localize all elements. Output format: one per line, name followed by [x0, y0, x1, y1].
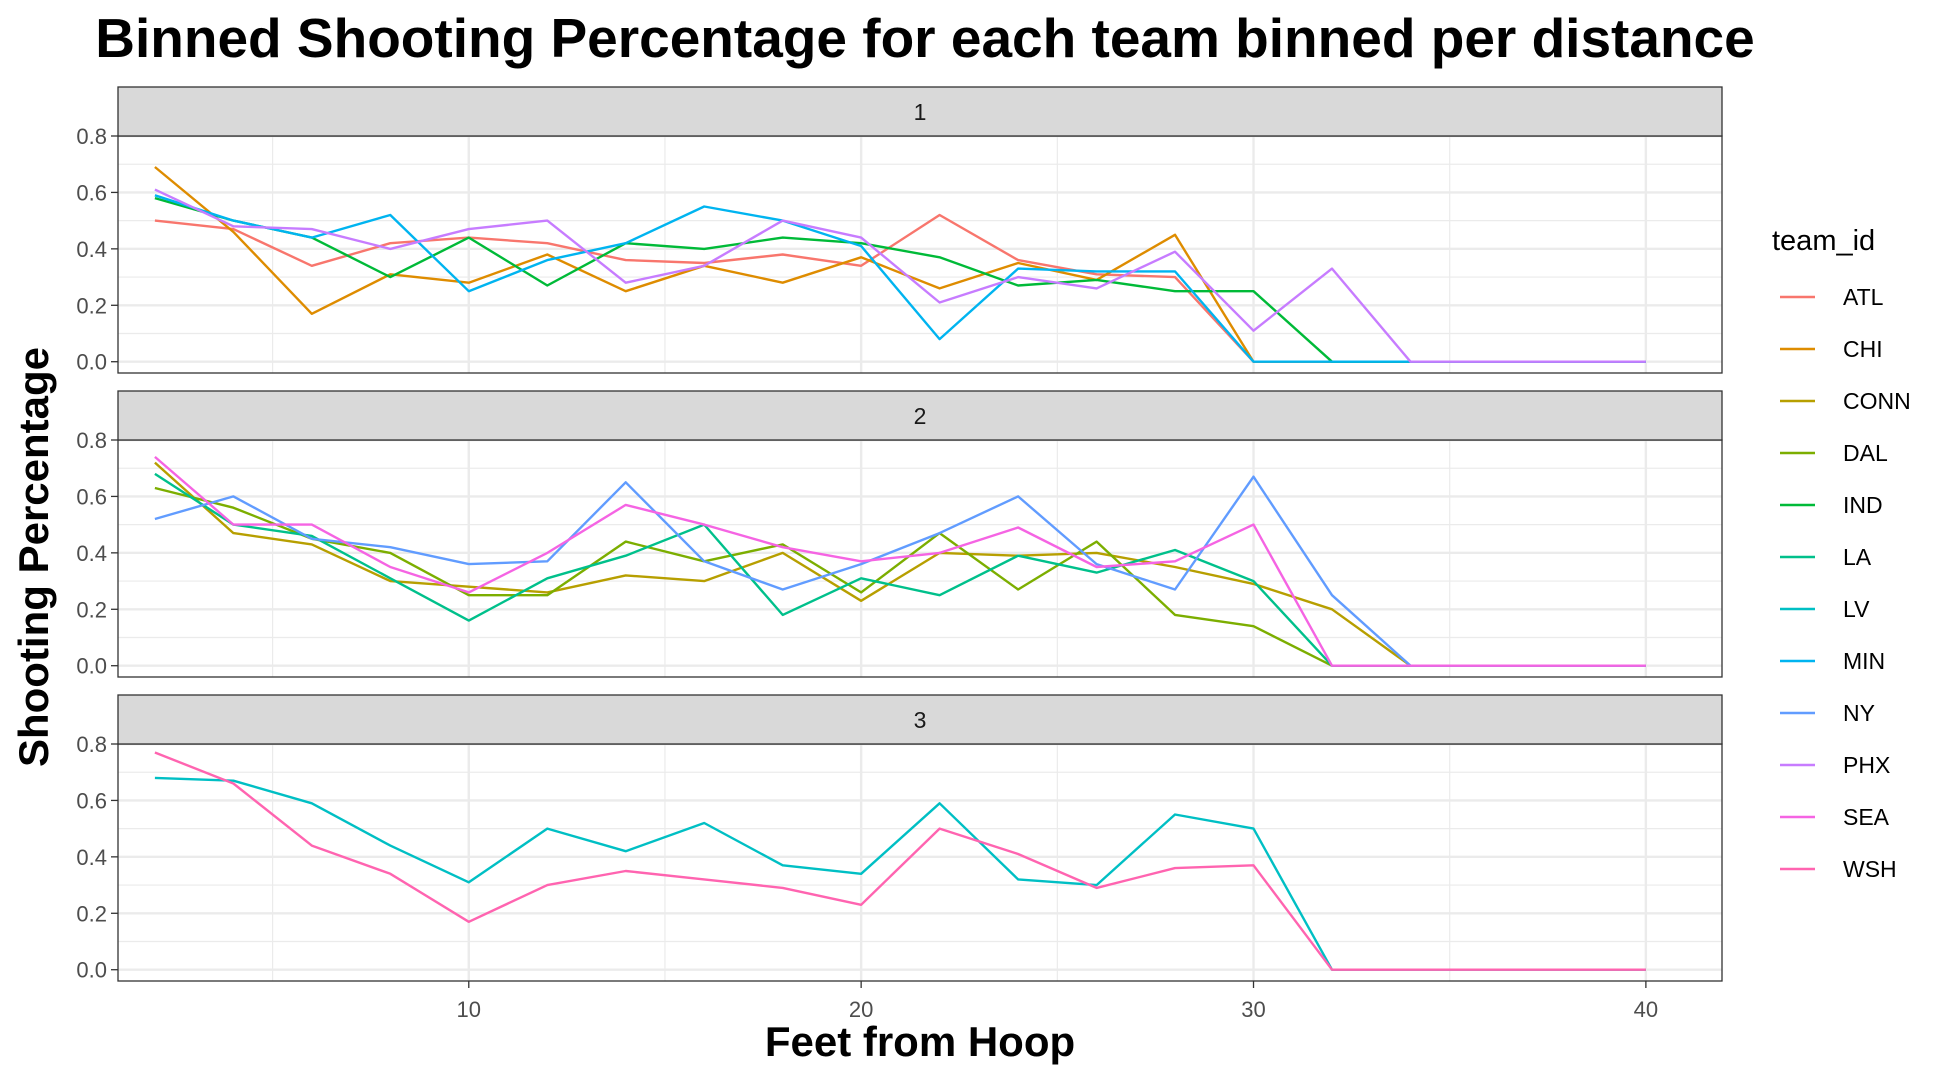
legend-label-ny: NY — [1843, 700, 1875, 726]
legend-label-conn: CONN — [1843, 388, 1911, 414]
facet-strip-label: 2 — [914, 403, 927, 429]
facet-strip-label: 1 — [914, 99, 927, 125]
y-tick-label: 0.0 — [76, 654, 107, 679]
legend-item-atl: ATL — [1780, 284, 1884, 310]
legend-label-ind: IND — [1843, 492, 1883, 518]
facet-panels: 1 0.0 0.2 0.4 0.6 0.8 2 0.0 0.2 0.4 0.6 0.8 3 0.0 0.2 0… — [76, 86, 1723, 1022]
series-line-min — [154, 194, 1646, 363]
facet-panel-3: 3 0.0 0.2 0.4 0.6 0.8 10 20 30 40 — [76, 694, 1723, 1022]
legend-label-sea: SEA — [1843, 804, 1890, 830]
series-line-conn — [154, 461, 1646, 667]
y-tick-label: 0.0 — [76, 958, 107, 983]
facet-strip-label: 3 — [914, 707, 927, 733]
legend-label-chi: CHI — [1843, 336, 1883, 362]
y-tick-label: 0.6 — [76, 180, 107, 205]
legend-item-chi: CHI — [1780, 336, 1883, 362]
legend-label-atl: ATL — [1843, 284, 1884, 310]
y-tick-label: 0.4 — [76, 541, 107, 566]
legend-item-min: MIN — [1780, 648, 1885, 674]
y-tick-label: 0.2 — [76, 597, 107, 622]
facet-panel-1: 1 0.0 0.2 0.4 0.6 0.8 — [76, 86, 1723, 375]
legend: ATL CHI CONN DAL IND LA LV MIN NY PHX SEA WSH — [1780, 284, 1911, 882]
legend-item-dal: DAL — [1780, 440, 1888, 466]
y-tick-label: 0.2 — [76, 901, 107, 926]
y-tick-label: 0.4 — [76, 845, 107, 870]
series-line-phx — [154, 188, 1646, 363]
y-tick-label: 0.4 — [76, 237, 107, 262]
x-axis-title: Feet from Hoop — [765, 1018, 1075, 1065]
legend-item-sea: SEA — [1780, 804, 1890, 830]
y-tick-label: 0.8 — [76, 732, 107, 757]
legend-item-phx: PHX — [1780, 752, 1890, 778]
legend-label-wsh: WSH — [1843, 856, 1897, 882]
y-tick-label: 0.2 — [76, 293, 107, 318]
legend-item-la: LA — [1780, 544, 1872, 570]
x-tick-label: 10 — [457, 997, 481, 1022]
y-tick-label: 0.8 — [76, 428, 107, 453]
panel-background — [118, 440, 1722, 677]
legend-label-la: LA — [1843, 544, 1872, 570]
facet-panel-2: 2 0.0 0.2 0.4 0.6 0.8 — [76, 390, 1723, 679]
facet-strip — [117, 390, 1723, 441]
x-tick-label: 20 — [849, 997, 873, 1022]
legend-item-lv: LV — [1780, 596, 1870, 622]
legend-item-conn: CONN — [1780, 388, 1911, 414]
legend-label-dal: DAL — [1843, 440, 1888, 466]
x-tick-label: 30 — [1241, 997, 1265, 1022]
legend-item-ny: NY — [1780, 700, 1875, 726]
series-line-ny — [154, 475, 1646, 667]
legend-label-lv: LV — [1843, 596, 1870, 622]
x-tick-label: 40 — [1634, 997, 1658, 1022]
chart-title: Binned Shooting Percentage for each team… — [95, 7, 1754, 69]
y-tick-label: 0.6 — [76, 484, 107, 509]
facet-strip — [117, 86, 1723, 137]
legend-label-min: MIN — [1843, 648, 1885, 674]
y-tick-label: 0.0 — [76, 350, 107, 375]
y-tick-label: 0.8 — [76, 124, 107, 149]
legend-label-phx: PHX — [1843, 752, 1890, 778]
legend-item-wsh: WSH — [1780, 856, 1897, 882]
y-axis-title: Shooting Percentage — [10, 347, 57, 767]
facet-strip — [117, 694, 1723, 745]
legend-item-ind: IND — [1780, 492, 1883, 518]
series-line-wsh — [154, 751, 1646, 971]
y-tick-label: 0.6 — [76, 788, 107, 813]
legend-title: team_id — [1772, 225, 1875, 257]
series-line-sea — [154, 455, 1646, 667]
